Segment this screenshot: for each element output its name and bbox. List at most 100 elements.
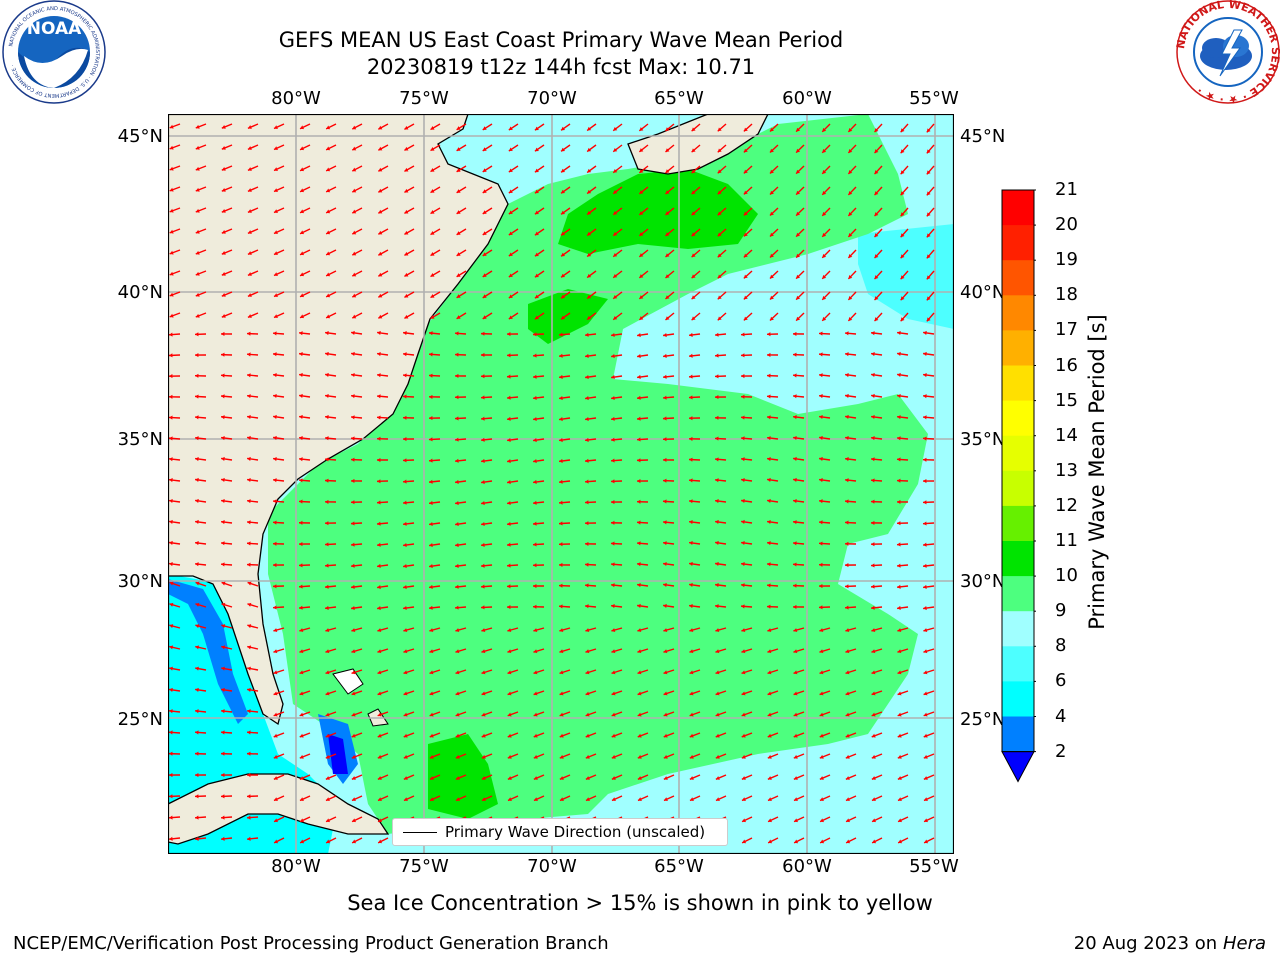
colorbar-segment xyxy=(1002,470,1034,507)
wave-arrow-head xyxy=(663,754,668,759)
colorbar-tick-label: 17 xyxy=(1055,319,1078,341)
wave-arrow-head xyxy=(247,314,252,318)
colorbar-segment xyxy=(1002,541,1034,577)
wave-arrow-head xyxy=(613,168,618,173)
wave-arrow-head xyxy=(926,191,931,196)
wave-arrow-head xyxy=(403,331,407,336)
wave-arrow-head xyxy=(819,649,824,654)
wave-arrow-head xyxy=(639,127,644,131)
wave-arrow-head xyxy=(195,394,199,399)
wave-arrow-head xyxy=(611,797,616,801)
wave-arrow-head xyxy=(456,210,461,214)
wave-arrow-head xyxy=(247,730,251,735)
wave-arrow-head xyxy=(169,730,173,735)
wave-arrow-head xyxy=(169,540,173,546)
wave-arrow-head xyxy=(665,169,670,173)
wave-arrow-head xyxy=(325,351,329,357)
wave-arrow-head xyxy=(247,352,251,357)
wave-arrow-head xyxy=(793,373,797,378)
colorbar-tick-label: 8 xyxy=(1055,635,1067,657)
wave-arrow-head xyxy=(585,541,589,546)
wave-arrow-head xyxy=(456,231,461,235)
wave-arrow-head xyxy=(299,436,303,441)
wave-arrow-head xyxy=(429,584,433,590)
wave-arrow-head xyxy=(221,456,225,462)
wave-arrow-head xyxy=(637,499,641,504)
wave-arrow-head xyxy=(169,271,174,276)
wave-arrow-head xyxy=(689,603,693,609)
wave-arrow-head xyxy=(195,332,199,337)
noaa-logo: NOAA NATIONAL OCEANIC AND ATMOSPHERIC AD… xyxy=(2,0,106,104)
wave-arrow-head xyxy=(559,417,563,422)
wave-arrow-head xyxy=(767,691,772,696)
wave-arrow-head xyxy=(924,818,929,823)
wave-arrow-head xyxy=(585,416,589,422)
wave-arrow-head xyxy=(482,231,487,235)
wave-arrow-head xyxy=(923,563,927,568)
wave-arrow-head xyxy=(743,253,748,258)
wave-arrow-head xyxy=(926,317,931,322)
wave-arrow-head xyxy=(378,125,383,130)
wave-arrow-head xyxy=(404,167,409,172)
wave-arrow-head xyxy=(351,563,355,568)
wave-arrow-head xyxy=(689,520,693,525)
wave-arrow-head xyxy=(534,231,539,236)
wave-arrow-head xyxy=(169,794,173,799)
wave-arrow-head xyxy=(663,437,667,442)
wave-arrow-head xyxy=(273,754,278,759)
wave-arrow-head xyxy=(273,251,278,256)
wave-arrow-head xyxy=(274,818,279,823)
wave-arrow-head xyxy=(845,393,849,399)
wave-arrow-head xyxy=(325,605,329,610)
wave-arrow-head xyxy=(561,126,566,131)
wave-arrow-head xyxy=(663,582,667,587)
wave-arrow-head xyxy=(897,542,901,547)
wave-arrow-head xyxy=(611,458,615,463)
wave-arrow-head xyxy=(715,733,720,738)
wave-arrow-head xyxy=(793,583,797,588)
wave-arrow-head xyxy=(377,500,381,505)
wave-arrow-head xyxy=(221,581,226,586)
wave-arrow-head xyxy=(326,146,331,151)
wave-arrow-head xyxy=(195,250,200,255)
wave-arrow-head xyxy=(559,353,563,358)
wave-arrow-head xyxy=(456,168,461,172)
wave-arrow-head xyxy=(796,148,801,153)
chart-title-line2: 20230819 t12z 144h fcst Max: 10.71 xyxy=(366,55,756,79)
wave-arrow-head xyxy=(796,316,801,321)
wave-arrow-head xyxy=(403,437,407,442)
wave-arrow-head xyxy=(247,167,252,171)
wave-arrow-head xyxy=(845,331,849,336)
wave-arrow-head xyxy=(325,628,330,633)
wave-arrow-head xyxy=(585,374,589,380)
colorbar-segment xyxy=(1002,330,1034,366)
wave-arrow-head xyxy=(352,818,357,823)
wave-arrow-head xyxy=(377,394,381,399)
wave-arrow-head xyxy=(796,253,801,258)
wave-arrow-head xyxy=(507,691,512,696)
wave-arrow-head xyxy=(611,670,616,675)
wave-arrow-head xyxy=(665,232,670,236)
wave-arrow-head xyxy=(221,331,225,337)
wave-arrow-head xyxy=(741,733,746,738)
wave-arrow-head xyxy=(871,628,876,633)
wave-arrow-head xyxy=(897,330,901,336)
wave-arrow-head xyxy=(325,436,329,441)
wave-arrow-head xyxy=(923,584,927,590)
colorbar-segment xyxy=(1002,365,1034,402)
wave-arrow-head xyxy=(637,603,641,609)
wave-arrow-head xyxy=(559,754,564,759)
wave-arrow-head xyxy=(429,543,433,548)
wave-arrow-head xyxy=(273,733,278,738)
wave-arrow-head xyxy=(743,232,748,237)
wave-arrow-head xyxy=(169,436,173,441)
wave-arrow-head xyxy=(898,839,903,844)
wave-arrow-head xyxy=(481,416,485,421)
wave-arrow-head xyxy=(273,167,278,172)
wave-arrow-head xyxy=(403,649,408,654)
wave-arrow-head xyxy=(822,274,827,279)
wave-arrow-head xyxy=(299,584,303,589)
wave-arrow-head xyxy=(169,229,174,234)
wave-arrow-head xyxy=(507,395,511,400)
wave-arrow-head xyxy=(743,127,748,132)
